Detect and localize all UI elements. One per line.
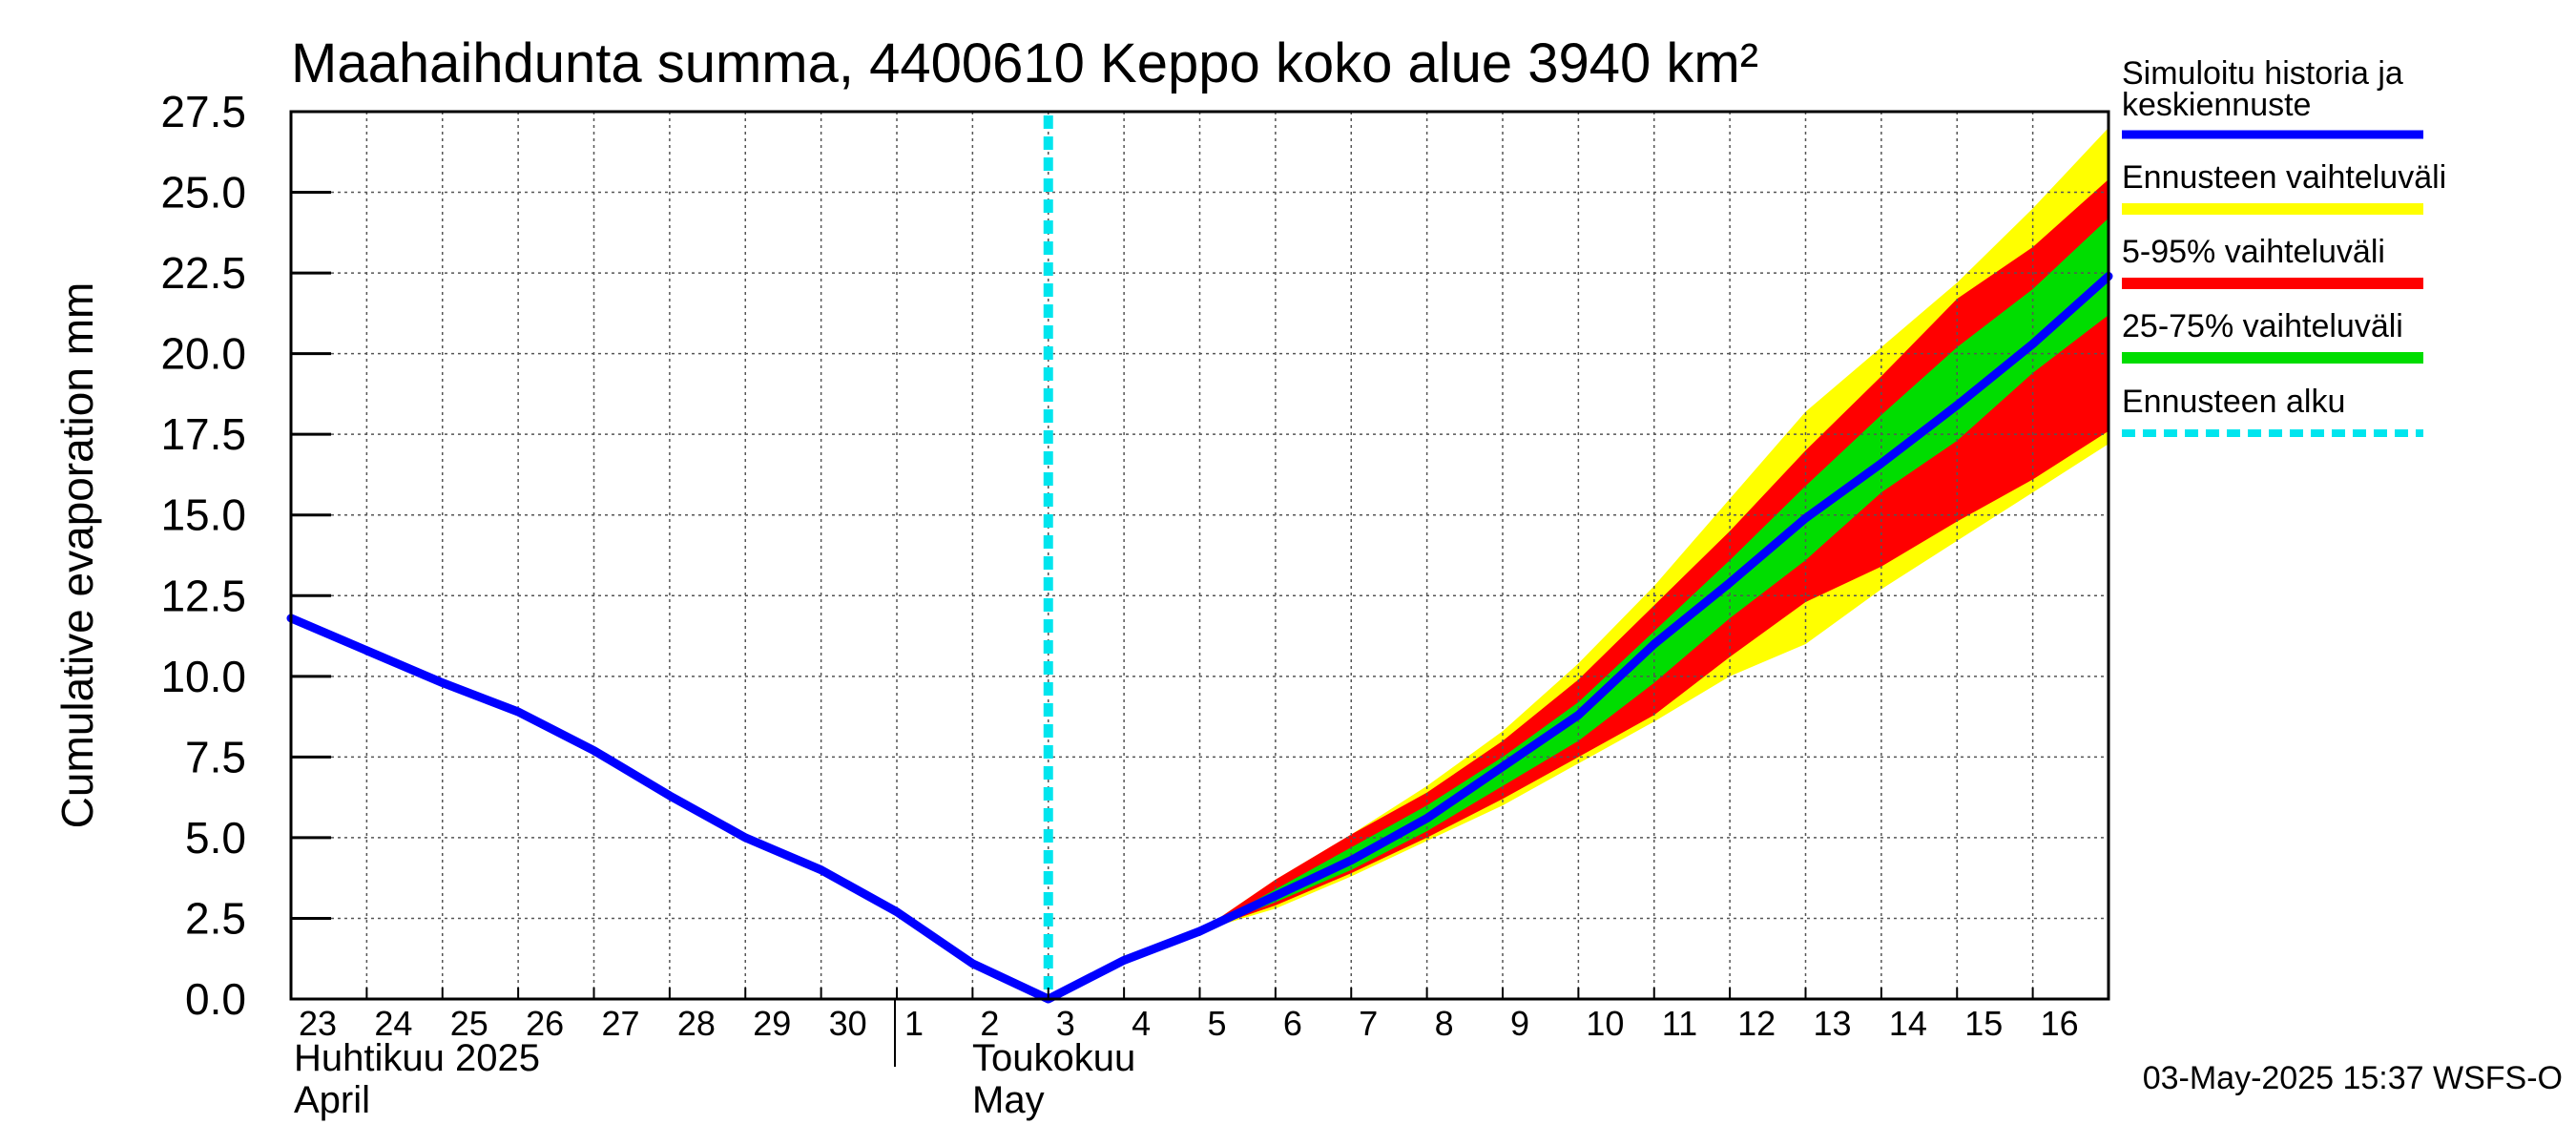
legend-label-1: Ennusteen vaihteluväli [2122,159,2446,196]
axes: 0.0 2.5 5.0 7.5 10.0 12.5 15.0 17.5 20.0 22.5 25.0… [160,87,2109,1067]
x-tick-label: 15 [1964,1004,2003,1043]
series-lines [286,115,2113,1004]
x-tick-label: 4 [1132,1004,1151,1043]
x-tick-label: 24 [374,1004,412,1043]
x-tick-label: 29 [753,1004,791,1043]
x-tick-label: 9 [1510,1004,1529,1043]
x-tick-label: 7 [1359,1004,1378,1043]
x-tick-label: 11 [1662,1004,1697,1043]
month-label-may-fi: Toukokuu [972,1037,1135,1079]
series-line-0 [286,272,2113,1004]
x-tick-label: 5 [1208,1004,1227,1043]
band-0 [1199,127,2109,931]
y-tick-label: 12.5 [160,571,246,620]
x-tick-label: 23 [299,1004,337,1043]
y-tick-label: 27.5 [160,87,246,136]
y-tick-label: 10.0 [160,652,246,701]
x-tick-label: 8 [1435,1004,1454,1043]
x-tick-label: 1 [904,1004,924,1043]
y-tick-label: 25.0 [160,168,246,218]
month-label-april-en: April [294,1079,370,1121]
legend-label-3: 25-75% vaihteluväli [2122,308,2403,344]
x-tick-label: 2 [980,1004,999,1043]
grid [291,112,2109,999]
x-tick-label: 30 [829,1004,867,1043]
y-tick-label: 0.0 [185,974,246,1024]
x-tick-label: 12 [1737,1004,1776,1043]
y-tick-label: 17.5 [160,409,246,459]
y-tick-label: 20.0 [160,329,246,379]
x-tick-label: 26 [526,1004,564,1043]
month-label-may-en: May [972,1079,1045,1121]
legend: Simuloitu historia ja keskiennuste Ennuste… [2122,55,2446,437]
legend-label-2: 5-95% vaihteluväli [2122,234,2385,270]
x-tick-label: 28 [677,1004,716,1043]
x-tick-label: 3 [1056,1004,1075,1043]
y-tick-label: 7.5 [185,732,246,781]
x-tick-label: 25 [450,1004,488,1043]
x-tick-label: 14 [1889,1004,1927,1043]
x-tick-label: 13 [1814,1004,1852,1043]
chart-title: Maahaihdunta summa, 4400610 Keppo koko a… [291,32,1758,94]
x-tick-label: 10 [1586,1004,1624,1043]
footer-timestamp: 03-May-2025 15:37 WSFS-O [2143,1060,2563,1096]
legend-label-0: Simuloitu historia ja keskiennuste [2122,55,2403,123]
y-tick-label: 5.0 [185,813,246,863]
y-tick-label: 15.0 [160,490,246,540]
month-label-april-fi: Huhtikuu 2025 [294,1037,540,1079]
x-tick-label: 27 [602,1004,640,1043]
y-tick-label: 2.5 [185,893,246,943]
legend-label-4: Ennusteen alku [2122,384,2345,420]
forecast-bands [1199,127,2109,932]
y-axis-label: Cumulative evaporation mm [52,282,102,829]
x-tick-label: 16 [2041,1004,2079,1043]
x-tick-label: 6 [1283,1004,1302,1043]
y-tick-label: 22.5 [160,248,246,298]
